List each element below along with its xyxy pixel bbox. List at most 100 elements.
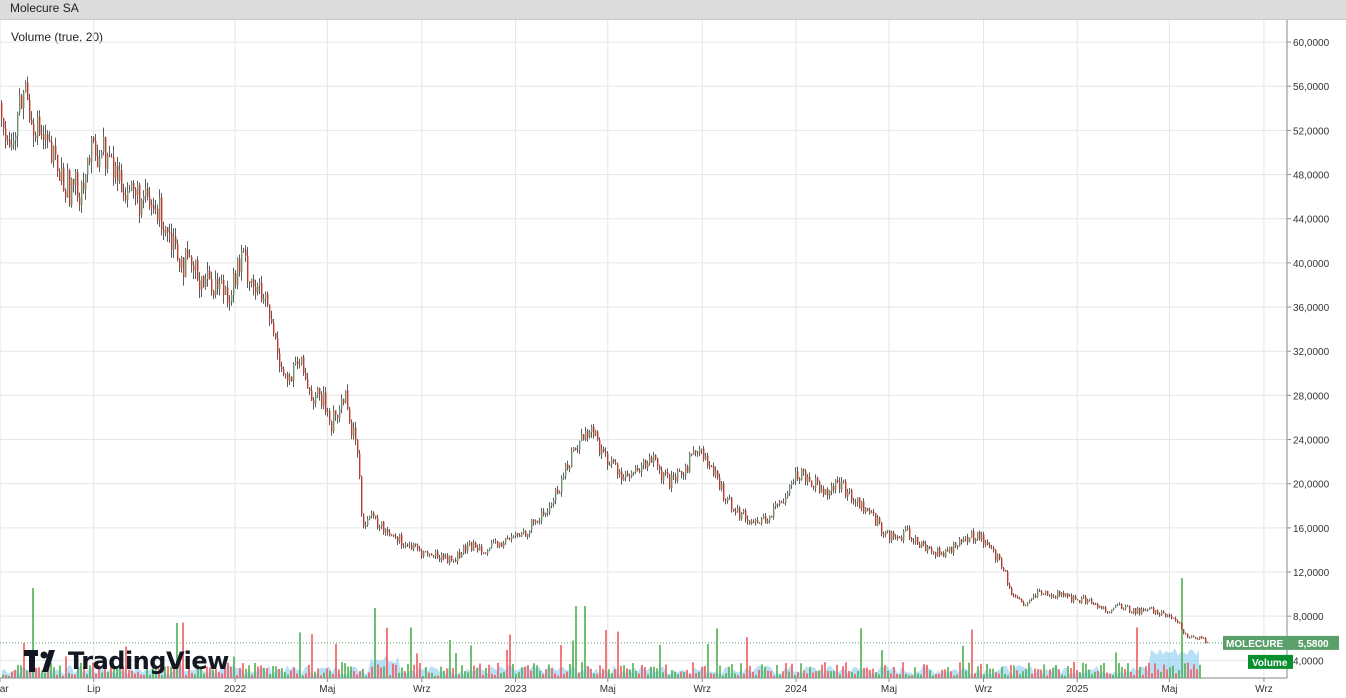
- volume-bar: [89, 665, 91, 678]
- candle-body: [627, 473, 629, 476]
- candle-body: [473, 542, 475, 551]
- candle-body: [911, 538, 913, 541]
- volume-bar: [314, 671, 316, 678]
- volume-bar: [878, 674, 880, 678]
- candle-body: [1201, 636, 1203, 639]
- candle-body: [891, 532, 893, 541]
- volume-bar: [890, 673, 892, 678]
- candle-body: [1079, 600, 1081, 604]
- x-tick-label: Lip: [87, 684, 101, 695]
- volume-bar: [1082, 662, 1084, 678]
- volume-bar: [1157, 669, 1159, 678]
- candle-body: [9, 139, 11, 147]
- candle-body: [827, 489, 829, 496]
- volume-bar: [185, 675, 187, 678]
- volume-bar: [503, 672, 505, 678]
- volume-bar: [44, 672, 46, 678]
- candle-body: [373, 512, 375, 516]
- candle-body: [427, 552, 429, 555]
- volume-bar: [398, 672, 400, 678]
- y-tick-label: 20,0000: [1293, 480, 1330, 491]
- candle-body: [569, 467, 571, 469]
- candle-body: [275, 333, 277, 339]
- candle-body: [645, 460, 647, 468]
- volume-bar: [962, 645, 964, 678]
- candle-body: [263, 298, 265, 301]
- volume-bar: [911, 675, 913, 678]
- volume-bar: [692, 662, 694, 678]
- candle-body: [989, 544, 991, 549]
- volume-bar: [1028, 662, 1030, 678]
- volume-bar: [629, 669, 631, 678]
- volume-bar: [983, 674, 985, 678]
- candle-body: [1125, 606, 1127, 609]
- candle-body: [173, 236, 175, 250]
- candle-body: [943, 552, 945, 557]
- volume-bar: [434, 675, 436, 678]
- volume-bar: [344, 663, 346, 678]
- candle-body: [231, 295, 233, 302]
- volume-bar: [107, 671, 109, 678]
- volume-bar: [236, 675, 238, 678]
- candle-body: [593, 426, 595, 436]
- candle-body: [901, 537, 903, 541]
- volume-bar: [605, 630, 607, 678]
- volume-bar: [1142, 674, 1144, 678]
- volume-bar: [734, 673, 736, 678]
- candle-body: [397, 536, 399, 542]
- candle-body: [433, 555, 435, 557]
- candle-body: [1189, 637, 1191, 639]
- candle-body: [733, 508, 735, 512]
- chart-title: Molecure SA: [10, 1, 79, 15]
- candle-body: [649, 457, 651, 464]
- candle-body: [139, 184, 141, 215]
- tradingview-logo-icon: [24, 650, 55, 672]
- volume-bar: [827, 670, 829, 678]
- volume-bar: [908, 675, 910, 678]
- candle-body: [169, 232, 171, 234]
- volume-bar: [641, 664, 643, 678]
- candle-body: [199, 280, 201, 290]
- candle-body: [531, 519, 533, 531]
- candle-body: [241, 250, 243, 272]
- candle-body: [897, 536, 899, 539]
- candle-body: [953, 542, 955, 553]
- candle-body: [1145, 609, 1147, 611]
- volume-bar: [995, 672, 997, 678]
- candle-body: [293, 363, 295, 382]
- volume-bar: [758, 669, 760, 678]
- candle-body: [161, 197, 163, 230]
- indicator-label[interactable]: Volume (true, 20): [11, 30, 104, 44]
- candle-body: [101, 152, 103, 159]
- candle-body: [1137, 607, 1139, 614]
- candle-body: [521, 533, 523, 537]
- volume-bar: [305, 673, 307, 678]
- candle-body: [1049, 594, 1051, 596]
- tradingview-logo[interactable]: TradingView: [24, 647, 229, 675]
- volume-bar: [200, 666, 202, 678]
- candle-body: [857, 497, 859, 503]
- volume-bar: [653, 666, 655, 678]
- price-chart[interactable]: 60,0000 56,0000 52,0000 48,0000 44,0000 40,00…: [0, 20, 1346, 698]
- volume-bar: [773, 675, 775, 678]
- candle-body: [1045, 590, 1047, 595]
- volume-bar: [383, 666, 385, 678]
- x-tick-label: Maj: [881, 684, 897, 695]
- candle-body: [67, 170, 69, 198]
- candle-body: [611, 459, 613, 465]
- candle-body: [721, 483, 723, 490]
- candle-body: [855, 501, 857, 503]
- candle-body: [647, 463, 649, 468]
- candle-body: [1035, 595, 1037, 597]
- volume-bar: [992, 668, 994, 678]
- candle-body: [71, 179, 73, 206]
- candle-body: [189, 256, 191, 258]
- volume-bar: [506, 650, 508, 678]
- x-tick-label: 2022: [224, 684, 247, 695]
- candle-body: [83, 182, 85, 190]
- volume-bar: [419, 663, 421, 678]
- candle-body: [215, 279, 217, 296]
- volume-bar: [518, 672, 520, 678]
- volume-bar: [377, 664, 379, 678]
- candle-body: [597, 431, 599, 441]
